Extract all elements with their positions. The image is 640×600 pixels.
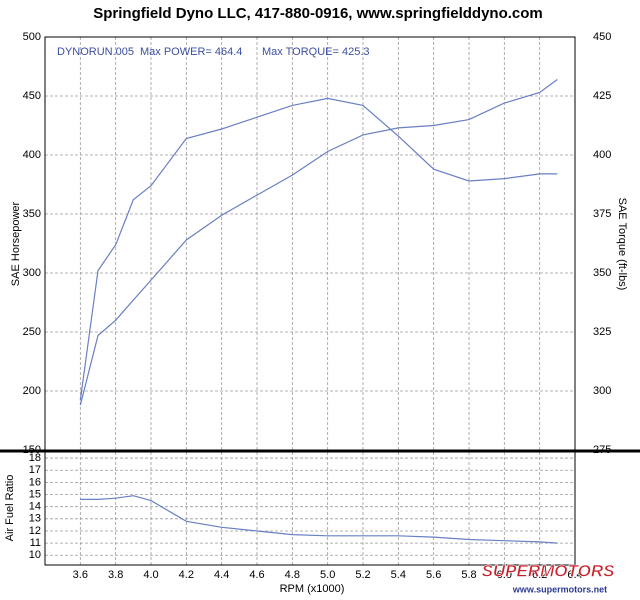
- plot-frame: [44, 36, 576, 451]
- y2-tick-label: 450: [593, 31, 611, 43]
- y-tick-label: 15: [29, 488, 41, 500]
- y-tick-label: 14: [29, 501, 41, 513]
- y-tick-label: 350: [23, 208, 41, 220]
- y-tick-label: 11: [30, 537, 41, 549]
- y2-tick-label: 350: [593, 267, 611, 279]
- y-tick-label: 16: [29, 476, 41, 488]
- chart-title: Springfield Dyno LLC, 417-880-0916, www.…: [93, 5, 543, 22]
- data-line: [79, 97, 558, 401]
- x-tick-label: 5.0: [320, 569, 335, 581]
- x-tick-label: 4.0: [143, 569, 158, 581]
- y-tick-label: 400: [23, 149, 41, 161]
- y2-tick-label: 375: [593, 208, 611, 220]
- x-tick-label: 4.4: [214, 569, 229, 581]
- x-tick-label: 5.2: [355, 569, 370, 581]
- y2-tick-label: 325: [593, 326, 611, 338]
- x-tick-label: 4.6: [249, 569, 264, 581]
- x-tick-label: 6.2: [532, 569, 547, 581]
- watermark: SUPERMOTORS: [482, 561, 616, 580]
- x-tick-label: 5.8: [461, 569, 476, 581]
- y2-axis-label: SAE Torque (ft-lbs): [616, 198, 628, 291]
- annotation: Max TORQUE= 425.3: [262, 46, 370, 58]
- y-axis-label: Air Fuel Ratio: [4, 475, 16, 542]
- y2-tick-label: 300: [593, 385, 611, 397]
- y-tick-label: 12: [29, 525, 41, 537]
- data-line: [80, 495, 558, 544]
- x-tick-label: 5.4: [391, 569, 406, 581]
- x-tick-label: 3.6: [73, 569, 88, 581]
- y-tick-label: 450: [23, 90, 41, 102]
- y-tick-label: 10: [29, 549, 41, 561]
- plot-frame: [44, 451, 576, 566]
- y-tick-label: 250: [23, 326, 41, 338]
- x-tick-label: 3.8: [108, 569, 123, 581]
- x-tick-label: 6.0: [497, 569, 512, 581]
- x-tick-label: 6.4: [567, 569, 582, 581]
- x-tick-label: 4.2: [179, 569, 194, 581]
- y-tick-label: 13: [29, 513, 41, 525]
- y-tick-label: 500: [23, 31, 41, 43]
- y-tick-label: 200: [23, 385, 41, 397]
- x-tick-label: 4.8: [285, 569, 300, 581]
- x-tick-label: 5.6: [426, 569, 441, 581]
- y2-tick-label: 400: [593, 149, 611, 161]
- data-line: [79, 79, 558, 406]
- y2-tick-label: 425: [593, 90, 611, 102]
- y-tick-label: 18: [29, 452, 41, 464]
- annotation: Max POWER= 464.4: [140, 46, 242, 58]
- y-tick-label: 300: [23, 267, 41, 279]
- annotation: DYNORUN.005: [57, 46, 134, 58]
- watermark: www.supermotors.net: [512, 584, 607, 594]
- y-axis-label: SAE Horsepower: [10, 201, 22, 286]
- y-tick-label: 17: [29, 464, 41, 476]
- x-axis-label: RPM (x1000): [280, 583, 345, 595]
